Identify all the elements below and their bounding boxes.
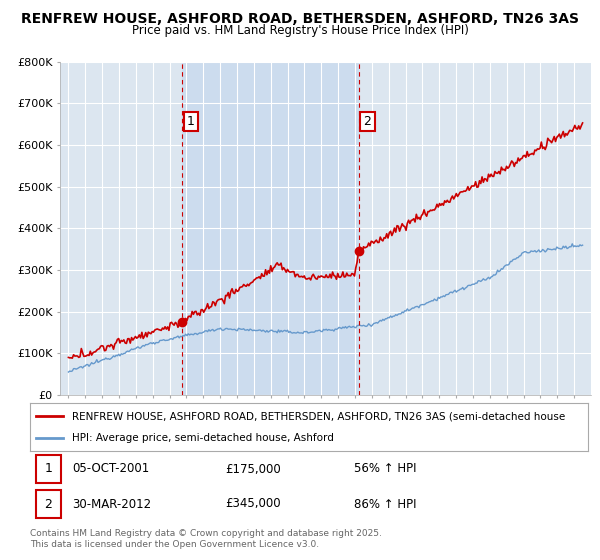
FancyBboxPatch shape xyxy=(35,455,61,483)
FancyBboxPatch shape xyxy=(35,490,61,518)
Text: 2: 2 xyxy=(364,115,371,128)
Text: RENFREW HOUSE, ASHFORD ROAD, BETHERSDEN, ASHFORD, TN26 3AS (semi-detached house: RENFREW HOUSE, ASHFORD ROAD, BETHERSDEN,… xyxy=(72,411,565,421)
Text: £345,000: £345,000 xyxy=(226,497,281,511)
Text: 1: 1 xyxy=(187,115,195,128)
Text: £175,000: £175,000 xyxy=(226,463,281,475)
Bar xyxy=(182,62,359,395)
Text: 05-OCT-2001: 05-OCT-2001 xyxy=(72,463,149,475)
Text: 86% ↑ HPI: 86% ↑ HPI xyxy=(353,497,416,511)
Text: 30-MAR-2012: 30-MAR-2012 xyxy=(72,497,151,511)
Text: 1: 1 xyxy=(44,463,52,475)
Text: RENFREW HOUSE, ASHFORD ROAD, BETHERSDEN, ASHFORD, TN26 3AS: RENFREW HOUSE, ASHFORD ROAD, BETHERSDEN,… xyxy=(21,12,579,26)
Text: Contains HM Land Registry data © Crown copyright and database right 2025.
This d: Contains HM Land Registry data © Crown c… xyxy=(30,529,382,549)
Text: 2: 2 xyxy=(44,497,52,511)
Text: 56% ↑ HPI: 56% ↑ HPI xyxy=(353,463,416,475)
Text: Price paid vs. HM Land Registry's House Price Index (HPI): Price paid vs. HM Land Registry's House … xyxy=(131,24,469,36)
Text: HPI: Average price, semi-detached house, Ashford: HPI: Average price, semi-detached house,… xyxy=(72,433,334,443)
